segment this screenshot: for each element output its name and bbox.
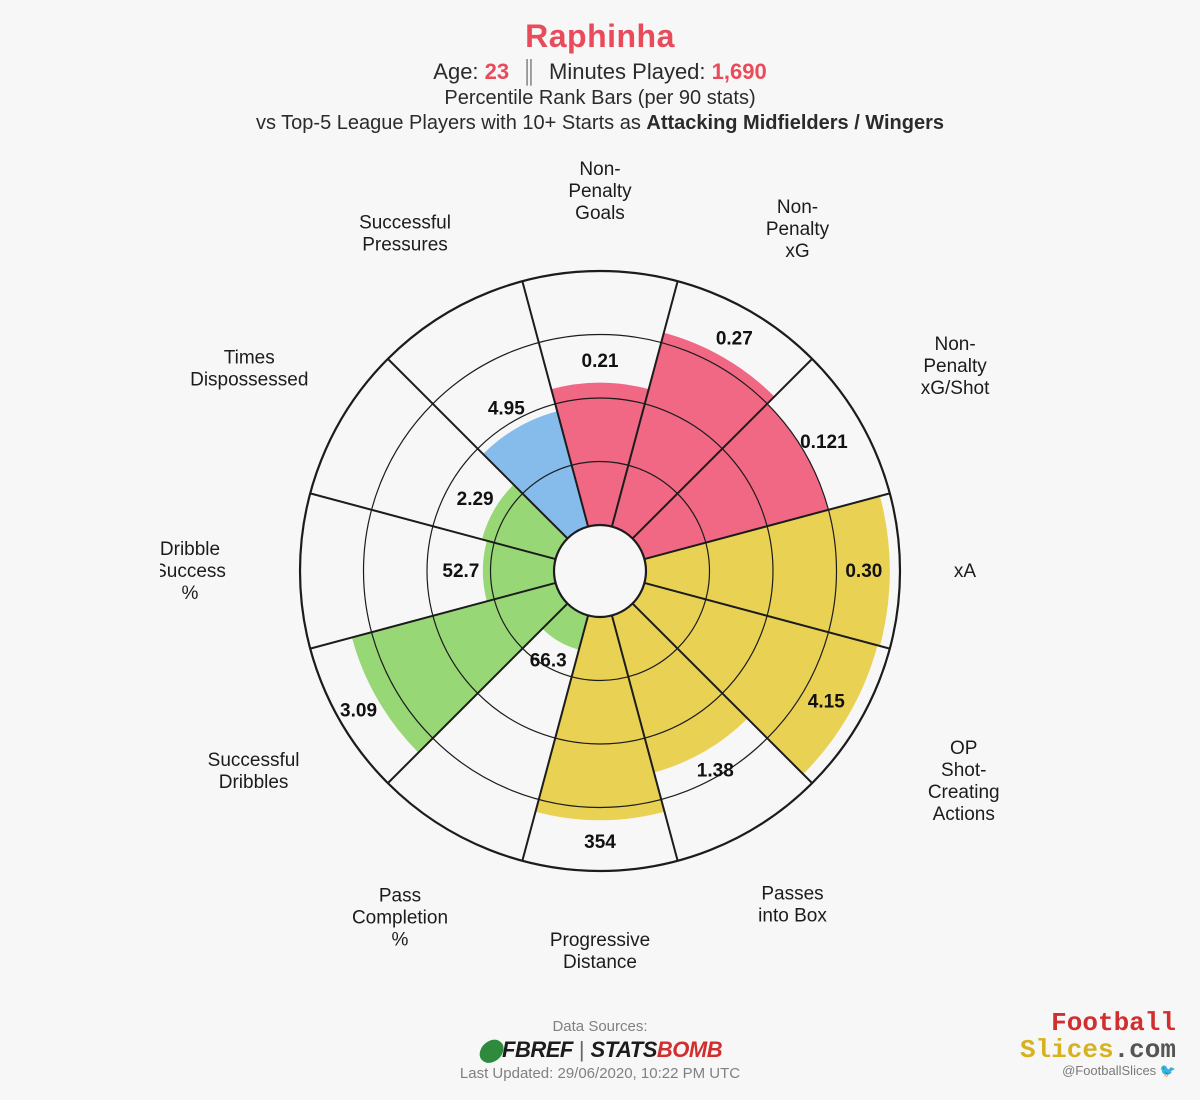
logo-separator: | <box>579 1037 585 1063</box>
brand-handle: @FootballSlices 🐦 <box>1020 1064 1176 1078</box>
value-label-2: 0.121 <box>800 432 848 453</box>
value-label-4: 4.15 <box>808 692 845 713</box>
metric-label-4: OPShot-CreatingActions <box>928 738 1000 825</box>
metric-label-1: Non-PenaltyxG <box>766 197 830 262</box>
header-block: Raphinha Age: 23 ║ Minutes Played: 1,690… <box>0 0 1200 135</box>
value-label-1: 0.27 <box>716 328 753 349</box>
brand-word-2b: .com <box>1114 1035 1176 1065</box>
center-hole <box>554 525 646 617</box>
age-value: 23 <box>485 59 509 84</box>
metric-label-9: DribbleSuccess% <box>160 539 226 604</box>
subtitle-age-minutes: Age: 23 ║ Minutes Played: 1,690 <box>0 59 1200 85</box>
subtitle-line-3: vs Top-5 League Players with 10+ Starts … <box>0 112 1200 135</box>
value-label-7: 66.3 <box>530 651 567 672</box>
metric-label-6: ProgressiveDistance <box>550 930 650 973</box>
statsbomb-logo: STATSBOMB <box>591 1037 723 1063</box>
metric-label-10: TimesDispossessed <box>190 348 308 391</box>
value-label-6: 354 <box>584 832 616 853</box>
metric-label-0: Non-PenaltyGoals <box>568 159 632 224</box>
value-label-3: 0.30 <box>845 561 882 582</box>
player-name: Raphinha <box>0 18 1200 55</box>
metric-label-8: SuccessfulDribbles <box>208 750 300 793</box>
metric-label-2: Non-PenaltyxG/Shot <box>921 334 990 399</box>
value-label-0: 0.21 <box>582 351 619 372</box>
fbref-logo: ⬤FBREF <box>478 1037 573 1063</box>
subtitle-line-3-bold: Attacking Midfielders / Wingers <box>646 112 944 134</box>
brand-word-1: Football <box>1051 1008 1176 1038</box>
age-label: Age: <box>433 59 478 84</box>
value-label-9: 52.7 <box>442 561 479 582</box>
chart-container: 0.21 0.27 0.121 0.30 4.15 1.38 354 66.3 3.09 52.7… <box>0 141 1200 1001</box>
metric-label-3: xA <box>954 561 977 582</box>
polar-bar-chart: 0.21 0.27 0.121 0.30 4.15 1.38 354 66.3 3.09 52.7… <box>160 141 1040 1001</box>
minutes-value: 1,690 <box>712 59 767 84</box>
minutes-label: Minutes Played: <box>549 59 706 84</box>
twitter-icon: 🐦 <box>1160 1063 1176 1078</box>
brand-watermark: Football Slices.com @FootballSlices 🐦 <box>1020 1010 1176 1078</box>
value-label-8: 3.09 <box>340 700 377 721</box>
metric-label-5: Passesinto Box <box>758 883 827 926</box>
metric-label-11: SuccessfulPressures <box>359 212 451 255</box>
metric-label-7: PassCompletion% <box>352 885 448 950</box>
value-label-5: 1.38 <box>697 761 734 782</box>
value-label-10: 2.29 <box>457 489 494 510</box>
brand-word-2a: Slices <box>1020 1035 1114 1065</box>
subtitle-divider: ║ <box>521 59 537 84</box>
subtitle-line-3-prefix: vs Top-5 League Players with 10+ Starts … <box>256 112 646 134</box>
value-label-11: 4.95 <box>488 399 525 420</box>
subtitle-line-2: Percentile Rank Bars (per 90 stats) <box>0 87 1200 110</box>
